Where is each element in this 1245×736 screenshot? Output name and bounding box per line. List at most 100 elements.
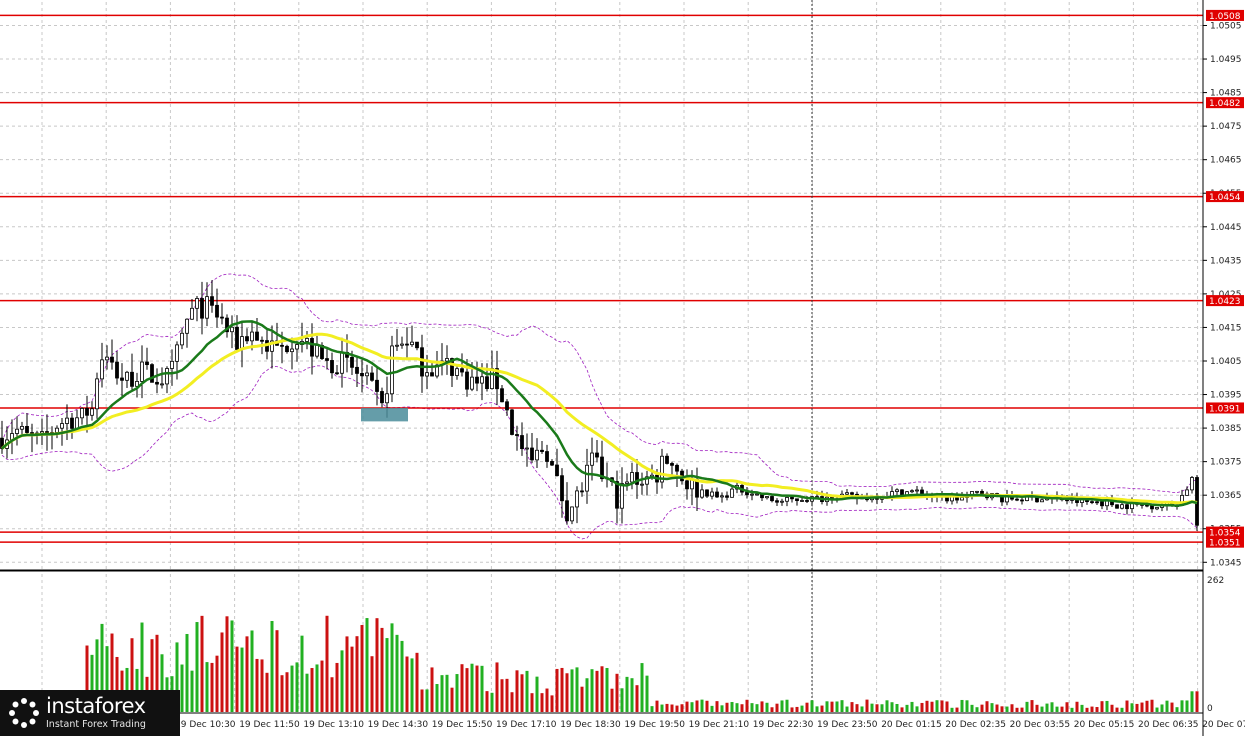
bear-candle bbox=[545, 451, 549, 462]
volume-bar bbox=[595, 670, 599, 712]
bear-candle bbox=[1125, 504, 1129, 510]
volume-bar bbox=[1025, 701, 1029, 712]
price-tick-label: 1.0435 bbox=[1210, 256, 1242, 266]
volume-bar bbox=[505, 678, 509, 712]
level-price-tag bbox=[1206, 402, 1244, 414]
volume-tick-label: 262 bbox=[1207, 576, 1224, 586]
volume-tick-label: 0 bbox=[1207, 704, 1213, 714]
bull-candle bbox=[490, 368, 494, 390]
bull-candle bbox=[290, 348, 294, 353]
volume-bar bbox=[1095, 707, 1099, 712]
volume-bar bbox=[705, 700, 709, 712]
bull-candle bbox=[390, 345, 394, 395]
volume-bar bbox=[200, 615, 204, 712]
volume-bar bbox=[640, 663, 644, 712]
volume-bar bbox=[720, 705, 724, 712]
logo-tagline: Instant Forex Trading bbox=[46, 719, 146, 731]
volume-bar bbox=[985, 701, 989, 712]
bull-candle bbox=[585, 464, 589, 492]
time-tick-label: 20 Dec 05:15 bbox=[1074, 720, 1135, 730]
instaforex-logo: instaforex Instant Forex Trading bbox=[0, 690, 180, 736]
volume-bar bbox=[580, 686, 584, 712]
volume-bar bbox=[830, 701, 834, 712]
bear-candle bbox=[405, 343, 409, 346]
bear-candle bbox=[25, 426, 29, 433]
bear-candle bbox=[670, 463, 674, 466]
bear-candle bbox=[355, 366, 359, 374]
volume-bar bbox=[1060, 706, 1064, 712]
bear-candle bbox=[530, 447, 534, 461]
time-tick-label: 19 Dec 14:30 bbox=[368, 720, 429, 730]
bear-candle bbox=[200, 298, 204, 319]
bear-candle bbox=[500, 388, 504, 403]
volume-bar bbox=[1110, 704, 1114, 712]
volume-bar bbox=[1120, 707, 1124, 712]
volume-bar bbox=[625, 676, 629, 712]
volume-bar bbox=[1020, 707, 1024, 712]
bear-candle bbox=[1095, 501, 1099, 504]
volume-bar bbox=[820, 705, 824, 712]
volume-bar bbox=[920, 702, 924, 712]
volume-bar bbox=[715, 701, 719, 712]
volume-bar bbox=[270, 620, 274, 712]
volume-bar bbox=[415, 652, 419, 712]
level-price-tag bbox=[1206, 526, 1244, 538]
bull-candle bbox=[590, 452, 594, 466]
bull-candle bbox=[780, 500, 784, 503]
bear-candle bbox=[465, 371, 469, 390]
volume-bar bbox=[1100, 701, 1104, 712]
bull-candle bbox=[730, 488, 734, 498]
volume-bar bbox=[175, 642, 179, 712]
bear-candle bbox=[715, 491, 719, 498]
volume-bar bbox=[915, 706, 919, 712]
volume-bar bbox=[235, 646, 239, 712]
time-tick-label: 19 Dec 23:50 bbox=[817, 720, 878, 730]
bear-candle bbox=[1015, 498, 1019, 501]
level-price-label: 1.0423 bbox=[1209, 297, 1241, 307]
bull-candle bbox=[395, 344, 399, 347]
time-tick-label: 19 Dec 19:50 bbox=[624, 720, 685, 730]
time-tick-label: 19 Dec 15:50 bbox=[432, 720, 493, 730]
time-axis: 19 Dec 10:30 19 Dec 11:50 19 Dec 13:10 19 D… bbox=[175, 720, 1245, 730]
volume-bar bbox=[105, 646, 109, 712]
volume-bar bbox=[1190, 691, 1194, 712]
volume-bar bbox=[880, 704, 884, 712]
bull-candle bbox=[55, 427, 59, 433]
volume-bar bbox=[1085, 707, 1089, 712]
volume-bar bbox=[630, 678, 634, 712]
volume-bar bbox=[205, 662, 209, 712]
bull-candle bbox=[205, 296, 209, 319]
volume-bar bbox=[220, 632, 224, 712]
instaforex-mark-icon bbox=[8, 697, 40, 729]
bull-candle bbox=[470, 376, 474, 390]
bull-candle bbox=[165, 368, 169, 385]
bull-candle bbox=[60, 423, 64, 429]
volume-bar bbox=[995, 704, 999, 712]
volume-bar bbox=[475, 665, 479, 712]
volume-bar bbox=[620, 688, 624, 712]
volume-bar bbox=[240, 647, 244, 712]
volume-bar bbox=[925, 700, 929, 712]
bull-candle bbox=[710, 491, 714, 497]
time-tick-label: 19 Dec 18:30 bbox=[560, 720, 621, 730]
bear-candle bbox=[775, 500, 779, 503]
chart-grid bbox=[0, 2, 1203, 712]
bull-candle bbox=[915, 489, 919, 492]
volume-bar bbox=[1035, 704, 1039, 712]
volume-bar bbox=[410, 658, 414, 712]
price-tick-label: 1.0345 bbox=[1210, 558, 1242, 568]
bull-candle bbox=[755, 493, 759, 496]
level-price-label: 1.0391 bbox=[1209, 404, 1241, 414]
bear-candle bbox=[110, 356, 114, 363]
volume-bar bbox=[1040, 706, 1044, 712]
volume-bar bbox=[115, 656, 119, 712]
volume-bar bbox=[130, 638, 134, 712]
bear-candle bbox=[560, 475, 564, 502]
bull-candle bbox=[195, 298, 199, 309]
volume-bar bbox=[455, 674, 459, 712]
bull-candle bbox=[455, 368, 459, 376]
volume-axis: 262 0 bbox=[1207, 576, 1224, 714]
bear-candle bbox=[555, 464, 559, 477]
volume-bar bbox=[275, 630, 279, 712]
volume-bar bbox=[960, 699, 964, 712]
